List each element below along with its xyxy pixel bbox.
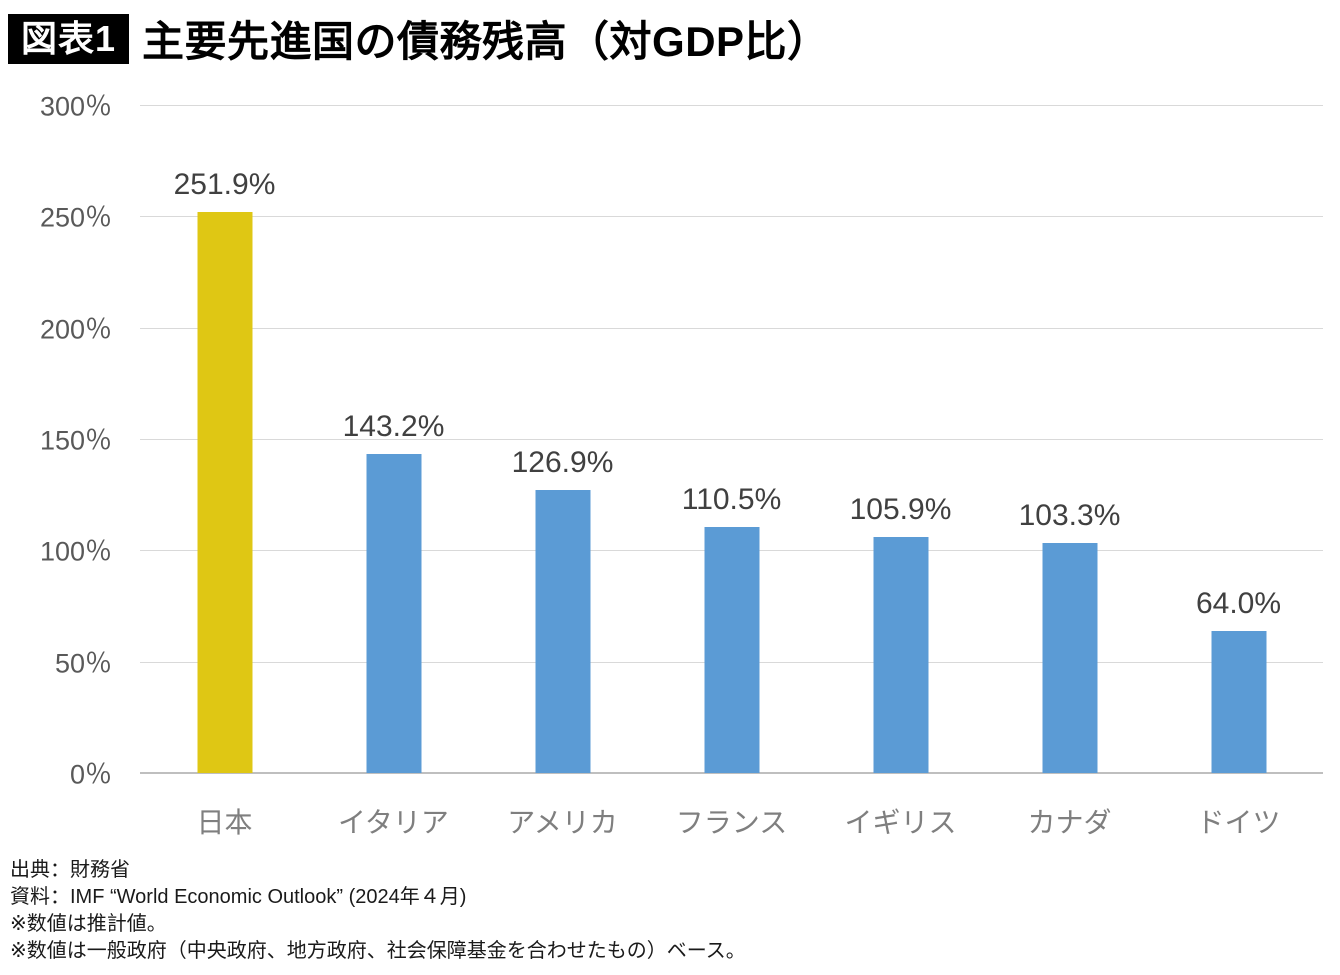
- value-label: 64.0%: [1195, 586, 1282, 620]
- category-label: アメリカ: [507, 807, 618, 838]
- value-label: 143.2%: [342, 410, 445, 444]
- figure-number-badge: 図表1: [8, 13, 130, 64]
- footer-note: 資料：IMF “World Economic Outlook” (2024年４月…: [10, 886, 467, 908]
- y-axis: 300％ 250％ 200％ 150％ 100％ 50％ 0％: [0, 92, 112, 790]
- gridline: [140, 327, 1323, 329]
- bar-slot: 110.5% フランス: [647, 105, 816, 838]
- bar-slot: 64.0% ドイツ: [1154, 105, 1323, 839]
- gridline: [140, 105, 1323, 106]
- bar-slot: 143.2% イタリア: [309, 105, 478, 838]
- bar-slot: 126.9% アメリカ: [478, 105, 647, 838]
- y-tick-label: 250％: [39, 203, 112, 234]
- y-tick-label: 150％: [39, 425, 112, 456]
- gridline: [140, 216, 1323, 218]
- bar-ドイツ: [1211, 630, 1266, 773]
- category-label: イタリア: [338, 807, 449, 838]
- value-label: 110.5%: [681, 482, 782, 516]
- bar-日本: [197, 212, 252, 773]
- y-tick-label: 0％: [69, 759, 112, 790]
- value-label: 126.9%: [511, 446, 614, 480]
- x-axis-line: [140, 772, 1323, 774]
- category-label: ドイツ: [1196, 807, 1281, 838]
- category-label: 日本: [196, 807, 253, 838]
- footer-notes: 出典：財務省資料：IMF “World Economic Outlook” (2…: [10, 857, 746, 965]
- value-label: 105.9%: [849, 493, 952, 527]
- gridline: [140, 439, 1323, 440]
- bar-イタリア: [366, 454, 421, 773]
- bar-slot: 105.9% イギリス: [816, 105, 985, 838]
- y-tick-label: 100％: [39, 537, 112, 568]
- y-tick-label: 300％: [39, 91, 112, 122]
- y-tick-label: 200％: [39, 314, 112, 345]
- bar-イギリス: [873, 537, 928, 773]
- plot-area: 251.9% 日本 143.2% イタリア 126.9% アメリカ 110.5% フランス 10…: [140, 105, 1323, 839]
- y-tick-label: 50％: [54, 648, 112, 679]
- value-label: 103.3%: [1018, 499, 1121, 532]
- category-label: カナダ: [1027, 807, 1112, 838]
- bar-slot: 251.9% 日本: [140, 105, 309, 838]
- bars: 251.9% 日本 143.2% イタリア 126.9% アメリカ 110.5% フランス 10…: [140, 105, 1323, 839]
- chart-title: 主要先進国の債務残高（対GDP比）: [142, 18, 830, 65]
- category-label: イギリス: [844, 807, 957, 838]
- category-label: フランス: [675, 807, 788, 838]
- value-label: 251.9%: [173, 168, 276, 202]
- bar-カナダ: [1042, 543, 1097, 773]
- footer-note: 出典：財務省: [10, 859, 130, 881]
- bar-slot: 103.3% カナダ: [985, 105, 1154, 838]
- bar-フランス: [704, 526, 759, 773]
- footer-note: ※数値は一般政府（中央政府、地方政府、社会保障基金を合わせたもの）ベース。: [10, 940, 746, 962]
- footer-note: ※数値は推計値。: [10, 913, 167, 935]
- bar-アメリカ: [535, 490, 590, 773]
- chart-header: 図表1 主要先進国の債務残高（対GDP比）: [8, 8, 830, 69]
